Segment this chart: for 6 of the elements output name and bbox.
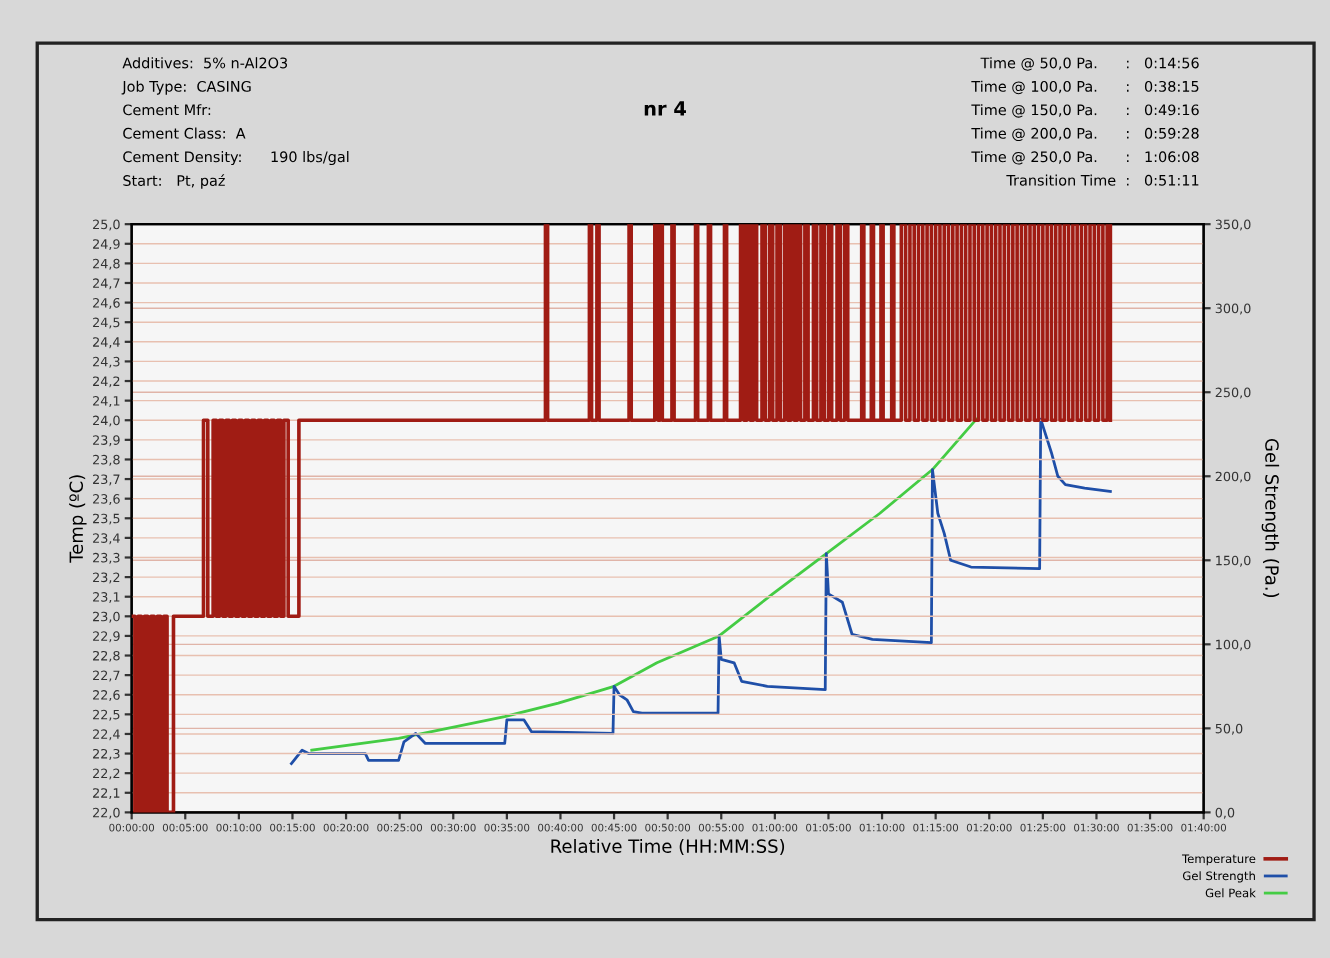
line-series (290, 417, 1112, 766)
chart-title: nr 4 (644, 101, 686, 116)
line-series (310, 417, 978, 752)
y2-axis-title: Gel Strength (Pa.) (1261, 438, 1280, 598)
y-axis-title: Temp (ºC) (69, 475, 87, 563)
x-axis-title: Relative Time (HH:MM:SS) (551, 839, 785, 856)
